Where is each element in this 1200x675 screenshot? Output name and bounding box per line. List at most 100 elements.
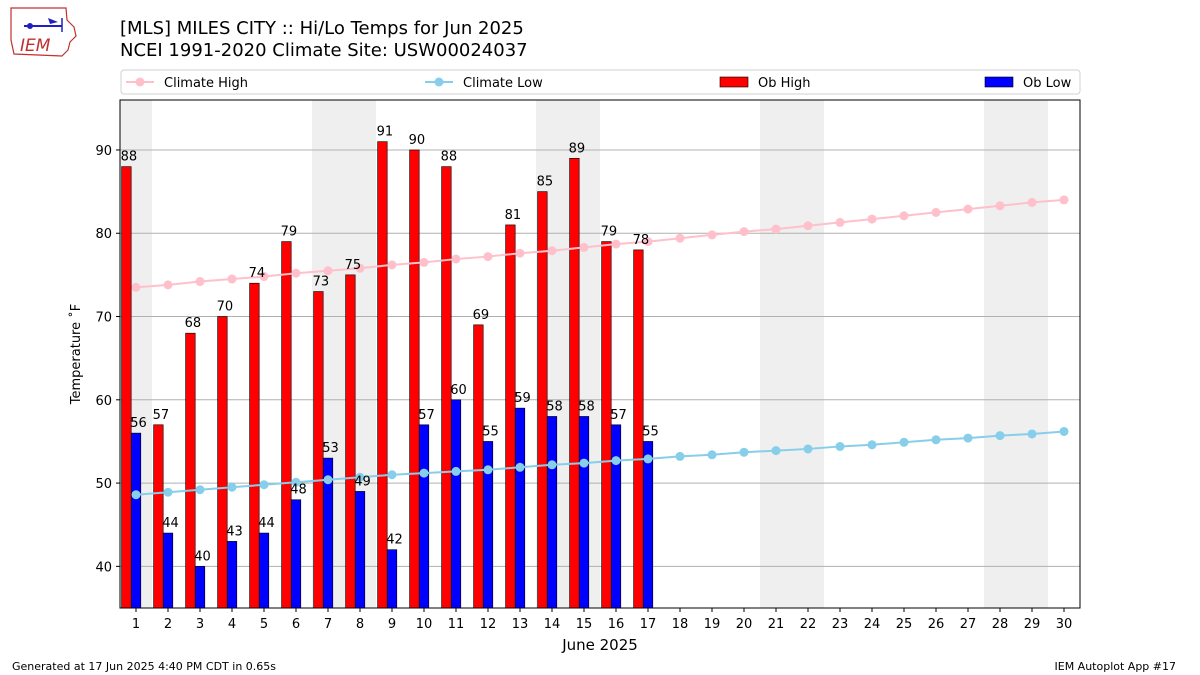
climate-high-line [135,198,1065,289]
legend-label: Climate High [164,76,248,91]
climate-high-point [1027,197,1037,207]
ob-high-label: 68 [185,316,202,331]
ob-low-bar [226,541,238,609]
ob-low-bar [546,416,558,609]
ob-low-bar [610,424,622,609]
ob-low-bar [354,491,366,609]
climate-low-point [931,435,941,445]
climate-high-point [995,201,1005,211]
climate-high-point [419,257,429,267]
climate-high-point [771,224,781,234]
climate-low-point [419,468,429,478]
ob-low-label: 57 [418,408,435,423]
ob-low-label: 43 [226,524,243,539]
ob-low-label: 44 [258,516,275,531]
climate-low-point [483,465,493,475]
x-tick-label: 22 [800,617,817,632]
ob-high-bar [409,149,420,609]
climate-low-point [195,485,205,495]
climate-low-point [675,451,685,461]
climate-high-point [867,214,877,224]
plot-frame [119,99,1081,609]
x-tick-label: 13 [512,617,529,632]
x-tick-label: 24 [864,617,881,632]
climate-high-point [227,274,237,284]
climate-high-point [803,221,813,231]
y-tick-label: 60 [95,394,112,409]
ob-low-bar [258,532,270,609]
ob-low-label: 59 [514,391,531,406]
climate-high-point [643,237,653,247]
x-tick-label: 29 [1024,617,1041,632]
climate-low-point [547,460,557,470]
ob-high-label: 90 [409,133,426,148]
ob-high-bar [601,241,612,609]
legend-label: Climate Low [463,76,543,91]
x-tick-label: 10 [416,617,433,632]
climate-high-point [931,207,941,217]
climate-low-point [611,456,621,466]
climate-low-point [963,433,973,443]
x-tick-label: 21 [768,617,785,632]
weekend-shade [760,100,824,608]
x-tick-label: 7 [324,617,332,632]
x-tick-label: 11 [448,617,465,632]
ob-low-bar [514,407,526,609]
ob-low-label: 56 [130,416,147,431]
ob-low-bar [386,549,398,609]
climate-low-point [643,454,653,464]
ob-low-label: 57 [610,408,627,423]
iem-logo-icon: IEM [10,7,77,57]
ob-low-bar [290,499,302,609]
ob-high-label: 70 [217,300,234,315]
climate-high-point [1059,195,1069,205]
ob-low-bar [162,532,174,609]
climate-low-point [707,450,717,460]
ob-low-bar [418,424,430,609]
climate-low-point [835,441,845,451]
x-tick-label: 30 [1056,617,1073,632]
ob-low-label: 44 [162,516,179,531]
ob-low-label: 48 [290,483,307,498]
climate-high-point [579,242,589,252]
ob-high-bar [569,157,580,609]
x-tick-label: 19 [704,617,721,632]
climate-high-point [707,230,717,240]
climate-high-point [163,280,173,290]
ob-low-bar [194,566,206,609]
x-tick-label: 12 [480,617,497,632]
ob-high-label: 88 [441,150,458,165]
y-axis-label: Temperature ˚F [68,304,84,405]
ob-high-bar [217,316,228,609]
climate-high-point [739,227,749,237]
app-credit: IEM Autoplot App #17 [1054,660,1177,673]
weekend-shade [984,100,1048,608]
legend [120,69,1081,95]
ob-low-label: 60 [450,383,467,398]
climate-high-point [483,252,493,262]
ob-low-label: 49 [354,474,371,489]
ob-low-label: 58 [578,399,595,414]
ob-high-bar [185,332,196,609]
x-tick-label: 17 [640,617,657,632]
climate-low-point [163,487,173,497]
climate-high-point [355,263,365,273]
ob-high-label: 57 [153,408,170,423]
ob-high-bar [505,224,516,609]
climate-low-point [771,446,781,456]
x-tick-label: 5 [260,617,268,632]
climate-low-point [1059,426,1069,436]
climate-high-point [835,217,845,227]
x-tick-label: 14 [544,617,561,632]
ob-high-label: 88 [121,150,138,165]
logo-text: IEM [20,36,51,56]
chart-title: [MLS] MILES CITY :: Hi/Lo Temps for Jun … [120,18,524,39]
ob-low-label: 53 [322,441,339,456]
x-tick-label: 6 [292,617,300,632]
y-tick-label: 50 [95,477,112,492]
climate-high-point [291,268,301,278]
climate-high-point [259,272,269,282]
x-tick-label: 1 [132,617,140,632]
ob-low-label: 55 [642,424,659,439]
ob-high-label: 91 [377,125,394,140]
